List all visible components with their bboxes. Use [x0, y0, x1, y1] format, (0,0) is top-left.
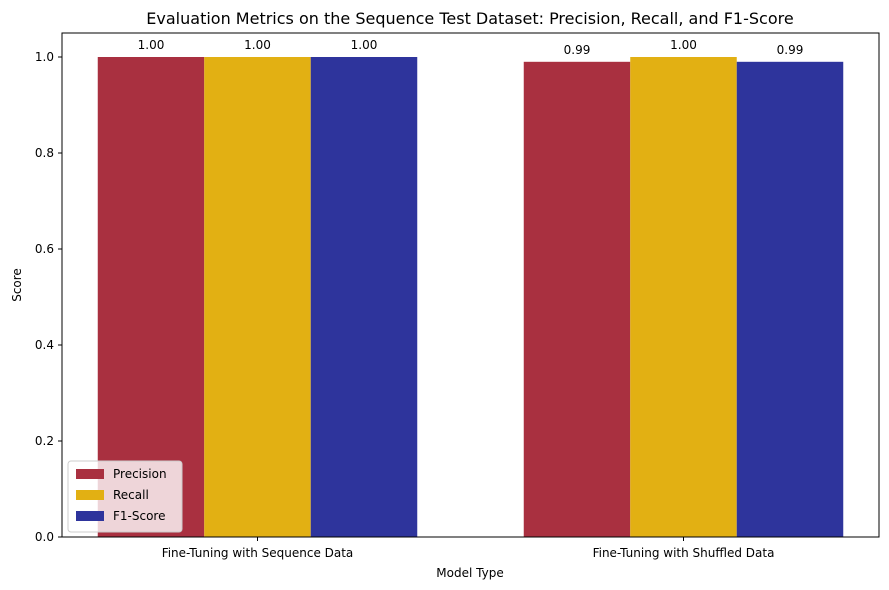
legend-label: Precision — [113, 467, 167, 481]
data-label: 1.00 — [244, 38, 271, 52]
legend-swatch — [76, 490, 104, 500]
x-axis-label: Model Type — [436, 566, 503, 580]
bar-recall-1 — [204, 57, 311, 537]
y-tick-label: 0.2 — [35, 434, 54, 448]
x-tick-label: Fine-Tuning with Shuffled Data — [593, 546, 775, 560]
x-axis: Fine-Tuning with Sequence Data Fine-Tunin… — [162, 537, 775, 560]
bar-precision-1 — [97, 57, 205, 537]
bars-layer — [97, 57, 844, 538]
y-axis: 0.0 0.2 0.4 0.6 0.8 1.0 — [35, 50, 62, 544]
bar-recall-2 — [630, 57, 737, 537]
data-labels-layer: 1.00 1.00 1.00 0.99 1.00 0.99 — [138, 38, 804, 57]
data-label: 1.00 — [351, 38, 378, 52]
y-tick-label: 0.6 — [35, 242, 54, 256]
legend-label: Recall — [113, 488, 149, 502]
x-tick-label: Fine-Tuning with Sequence Data — [162, 546, 354, 560]
legend-label: F1-Score — [113, 509, 165, 523]
legend: Precision Recall F1-Score — [67, 460, 183, 533]
y-axis-label: Score — [10, 268, 24, 302]
bar-f1-score-2 — [736, 61, 844, 538]
y-tick-label: 0.4 — [35, 338, 54, 352]
data-label: 1.00 — [670, 38, 697, 52]
bar-precision-2 — [523, 61, 631, 538]
y-tick-label: 0.8 — [35, 146, 54, 160]
y-tick-label: 1.0 — [35, 50, 54, 64]
chart-title: Evaluation Metrics on the Sequence Test … — [146, 9, 793, 28]
legend-swatch — [76, 511, 104, 521]
data-label: 1.00 — [138, 38, 165, 52]
y-tick-label: 0.0 — [35, 530, 54, 544]
plot-frame — [61, 32, 880, 538]
data-label: 0.99 — [777, 43, 804, 57]
bar-f1-score-1 — [310, 57, 418, 537]
legend-swatch — [76, 469, 104, 479]
data-label: 0.99 — [564, 43, 591, 57]
